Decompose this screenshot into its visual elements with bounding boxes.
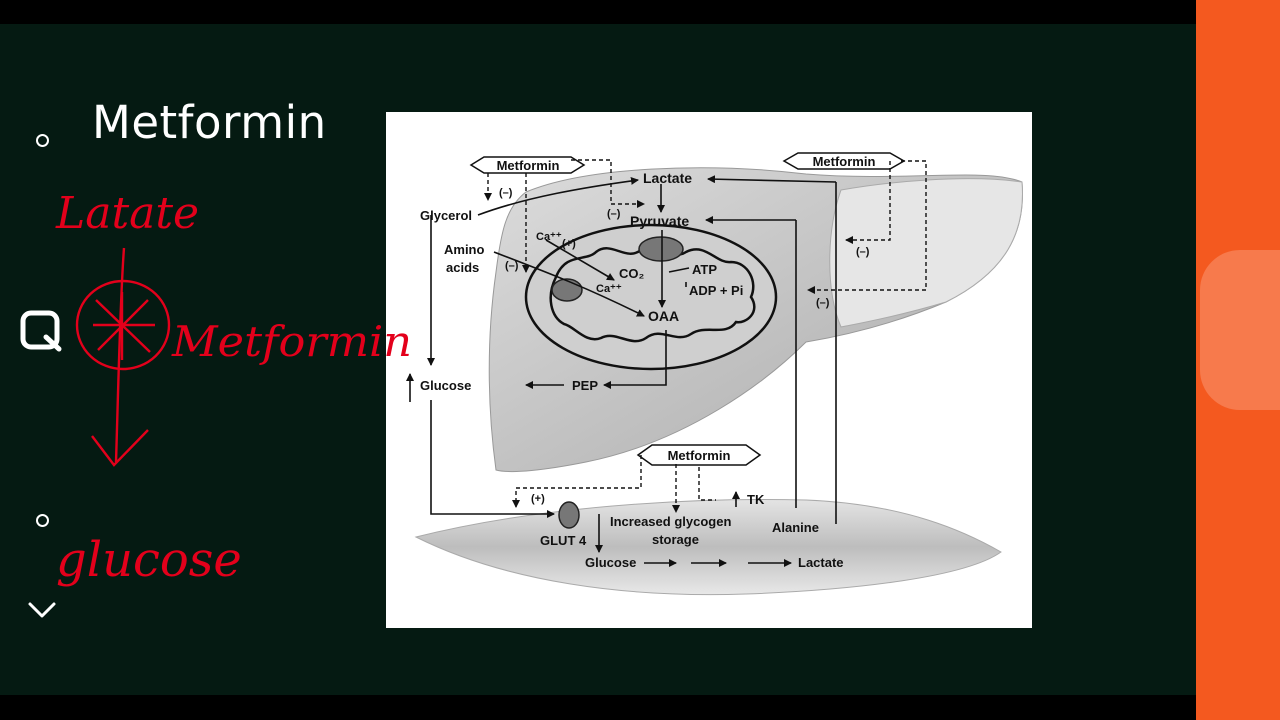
svg-text:OAA: OAA bbox=[648, 308, 679, 324]
svg-text:Glucose: Glucose bbox=[585, 555, 636, 570]
liver-right-lobe bbox=[829, 178, 1023, 328]
chevron-down-icon bbox=[28, 602, 56, 618]
metformin-box-muscle: Metformin bbox=[636, 444, 762, 466]
circle-button-top[interactable] bbox=[0, 128, 84, 152]
svg-text:Lactate: Lactate bbox=[643, 170, 692, 186]
svg-text:(–): (–) bbox=[499, 187, 513, 199]
pathway-diagram: Metformin Metformin Metformin Lactate Py… bbox=[406, 152, 1023, 596]
svg-text:Ca⁺⁺: Ca⁺⁺ bbox=[536, 231, 562, 243]
svg-text:Metformin: Metformin bbox=[813, 154, 876, 169]
transporter-1 bbox=[638, 236, 684, 262]
svg-text:Metformin: Metformin bbox=[668, 448, 731, 463]
mitochondrion-cristae bbox=[549, 246, 756, 343]
svg-text:Glucose: Glucose bbox=[420, 378, 471, 393]
screenshot-icon bbox=[20, 310, 62, 352]
screenshot-button-highlight bbox=[1200, 250, 1280, 410]
svg-text:Increased glycogen: Increased glycogen bbox=[610, 514, 731, 529]
slide-title: Metformin bbox=[92, 96, 327, 149]
transporter-2 bbox=[551, 278, 583, 302]
svg-text:ADP + Pi: ADP + Pi bbox=[689, 283, 743, 298]
svg-text:(–): (–) bbox=[505, 260, 519, 272]
svg-text:PEP: PEP bbox=[572, 378, 598, 393]
screenshot-button[interactable] bbox=[0, 306, 84, 356]
svg-text:ATP: ATP bbox=[692, 262, 717, 277]
collapse-button[interactable] bbox=[0, 596, 84, 624]
svg-text:Glycerol: Glycerol bbox=[420, 208, 472, 223]
metformin-box-top-right: Metformin bbox=[782, 152, 906, 170]
bottom-bar bbox=[0, 695, 1196, 720]
circle-button-bottom[interactable] bbox=[0, 508, 84, 532]
svg-text:storage: storage bbox=[652, 532, 699, 547]
svg-text:TK: TK bbox=[747, 492, 765, 507]
svg-text:(–): (–) bbox=[856, 246, 870, 258]
svg-text:GLUT 4: GLUT 4 bbox=[540, 533, 587, 548]
mitochondrion bbox=[524, 223, 778, 371]
metformin-box-top-left: Metformin bbox=[469, 156, 586, 174]
svg-text:(–): (–) bbox=[607, 208, 621, 220]
svg-text:Ca⁺⁺: Ca⁺⁺ bbox=[596, 283, 622, 295]
svg-text:(+): (+) bbox=[562, 238, 576, 250]
svg-text:Pyruvate: Pyruvate bbox=[630, 213, 689, 229]
svg-text:CO₂: CO₂ bbox=[619, 266, 645, 281]
glut4-transporter bbox=[558, 501, 580, 529]
svg-text:(+): (+) bbox=[531, 493, 545, 505]
circle-icon bbox=[35, 513, 49, 527]
metformin-mechanism-figure: Metformin Metformin Metformin Lactate Py… bbox=[386, 112, 1032, 628]
svg-text:Lactate: Lactate bbox=[798, 555, 844, 570]
svg-text:Amino: Amino bbox=[444, 242, 485, 257]
svg-text:Alanine: Alanine bbox=[772, 520, 819, 535]
svg-text:(–): (–) bbox=[816, 297, 830, 309]
svg-text:acids: acids bbox=[446, 260, 479, 275]
svg-text:Metformin: Metformin bbox=[497, 158, 560, 173]
circle-icon bbox=[35, 133, 49, 147]
